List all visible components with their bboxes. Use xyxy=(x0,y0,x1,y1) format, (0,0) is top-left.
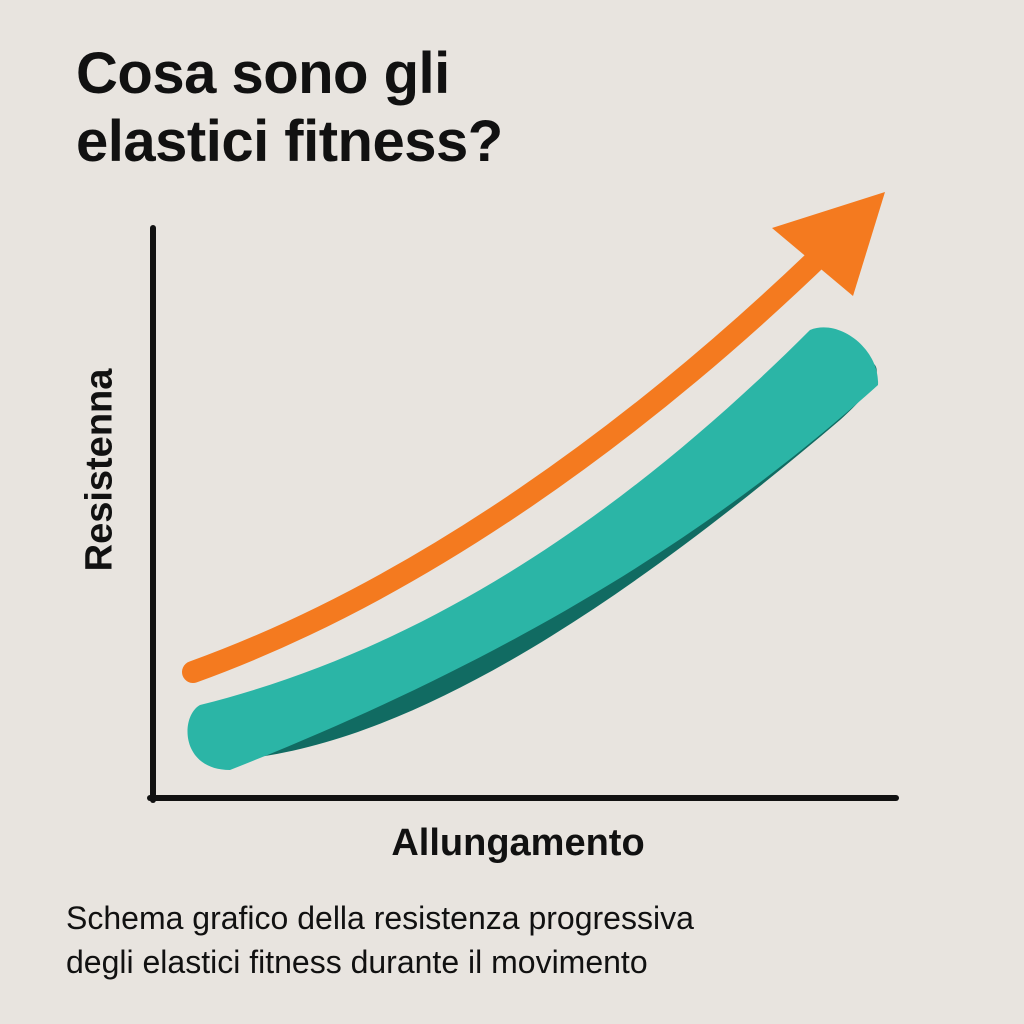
caption: Schema grafico della resistenza progress… xyxy=(66,896,966,984)
title-line-1: Cosa sono gli xyxy=(76,41,450,106)
page-title: Cosa sono gli elastici fitness? xyxy=(76,40,976,176)
caption-line-2: degli elastici fitness durante il movime… xyxy=(66,944,648,980)
resistance-band-icon xyxy=(187,327,879,770)
band-front xyxy=(187,327,879,770)
x-axis-label: Allungamento xyxy=(391,822,645,864)
arrow-head xyxy=(772,192,885,296)
caption-line-1: Schema grafico della resistenza progress… xyxy=(66,900,694,936)
title-line-2: elastici fitness? xyxy=(76,109,503,174)
arrow-shaft xyxy=(182,239,837,683)
trend-up-arrow-icon xyxy=(182,192,885,683)
y-axis-label: Resistenna xyxy=(78,368,121,572)
